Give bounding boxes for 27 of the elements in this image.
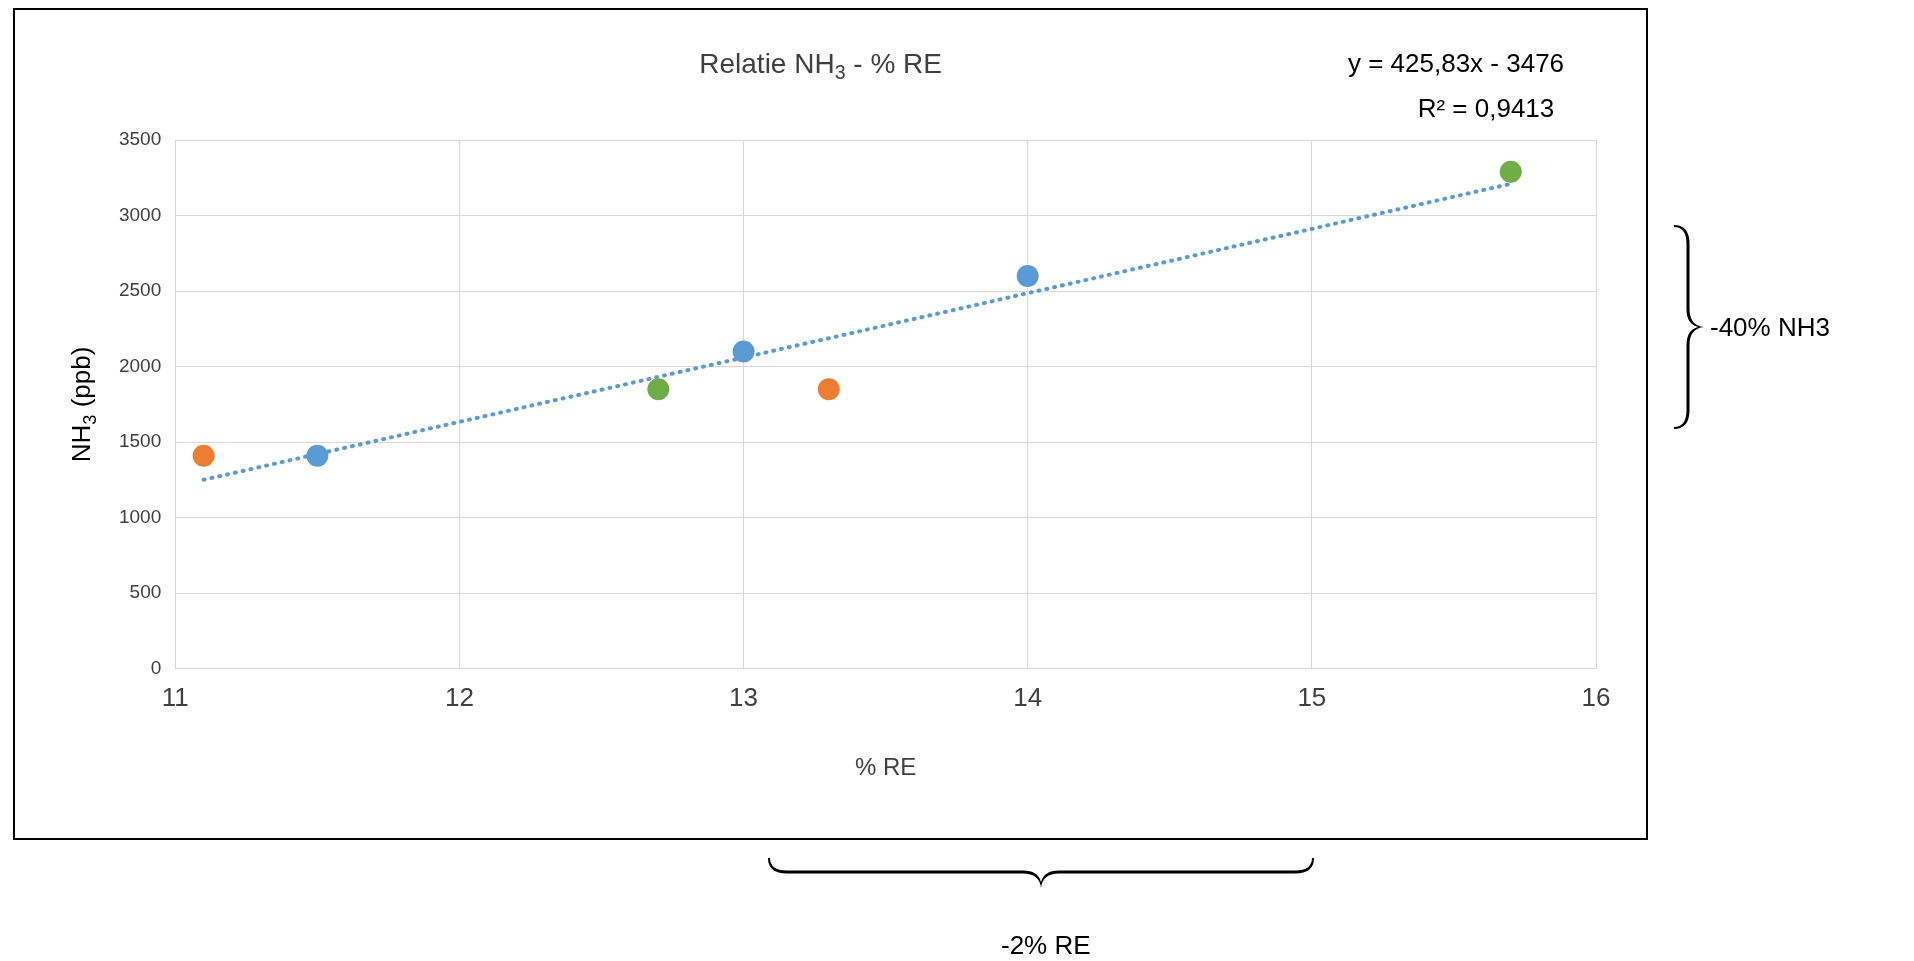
x-tick-label: 15: [1297, 681, 1327, 712]
point: [306, 444, 329, 467]
y-tick-label: 1000: [118, 505, 162, 527]
x-tick-label: 12: [444, 681, 474, 712]
y-tick-label: 2000: [118, 354, 162, 376]
text: -2% RE: [1001, 930, 1091, 961]
x-tick-label: 16: [1581, 681, 1611, 712]
y-axis-title: NH3 (ppb): [66, 346, 100, 463]
point: [1016, 264, 1039, 287]
point: [1499, 160, 1522, 183]
y-tick-label: 500: [129, 581, 162, 603]
y-tick-label: 3500: [118, 128, 162, 150]
y-tick-label: 1500: [118, 430, 162, 452]
text: R² = 0,9413: [1417, 93, 1555, 124]
y-tick-label: 2500: [118, 279, 162, 301]
point: [647, 378, 670, 401]
point: [732, 340, 755, 363]
text: y = 425,83x - 3476: [1347, 48, 1565, 79]
x-axis-title: % RE: [854, 753, 917, 781]
y-tick-label: 3000: [118, 203, 162, 225]
x-tick-label: 14: [1013, 681, 1043, 712]
point: [817, 378, 840, 401]
x-tick-label: 13: [729, 681, 759, 712]
y-tick-label: 0: [150, 657, 162, 679]
text: -40% NH3: [1710, 312, 1830, 343]
point: [192, 444, 215, 467]
x-tick-label: 11: [161, 681, 189, 712]
